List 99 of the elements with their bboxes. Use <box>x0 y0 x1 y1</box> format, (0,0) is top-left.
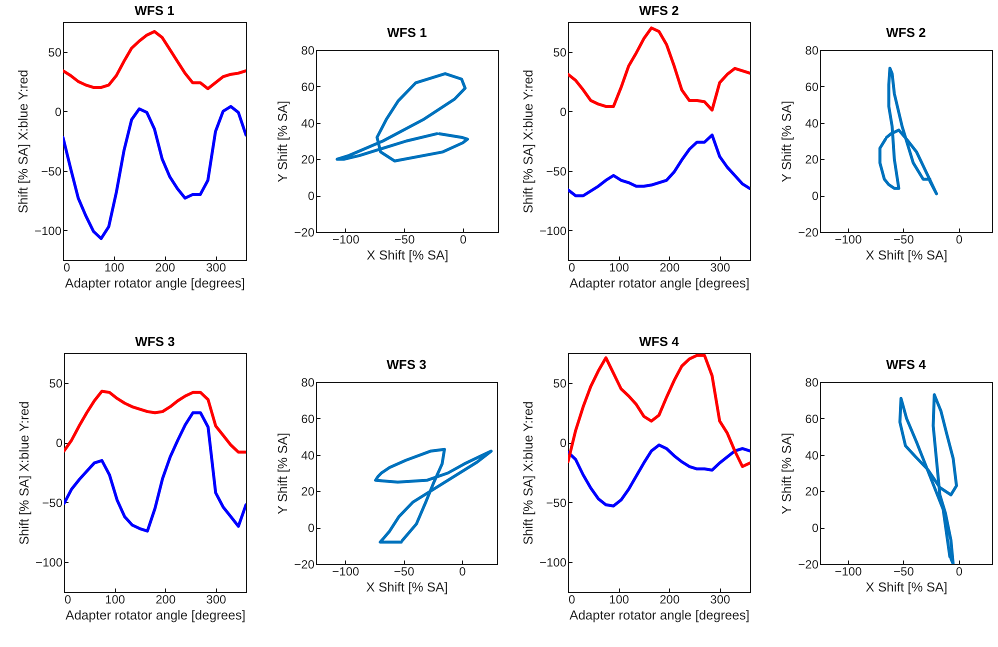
line-series <box>568 26 750 112</box>
x-tick-label: 200 <box>660 260 680 274</box>
x-axis-title: Adapter rotator angle [degrees] <box>570 608 750 622</box>
y-tick-label: 0 <box>56 436 63 450</box>
y-tick-label: 50 <box>48 45 62 60</box>
y-tick-label: 0 <box>812 189 819 204</box>
y-axis-title: Shift [% SA] X:blue Y:red <box>15 70 30 214</box>
y-tick-label: 20 <box>301 152 315 167</box>
x-tick-label: 0 <box>956 564 963 578</box>
x-tick-label: 100 <box>609 260 630 274</box>
y-tick-label: 80 <box>301 44 315 58</box>
y-axis-title: Shift [% SA] X:blue Y:red <box>16 401 32 545</box>
y-tick-label: 40 <box>805 448 819 462</box>
chart-title: WFS 1 <box>387 25 427 40</box>
y-tick-label: 60 <box>301 412 315 426</box>
y-tick-label: −50 <box>41 164 62 178</box>
line-series <box>878 66 938 196</box>
y-tick-label: 50 <box>553 45 567 60</box>
y-tick-label: −20 <box>798 558 819 572</box>
y-axis-title: Y Shift [% SA] <box>779 100 794 182</box>
x-tick-label: −100 <box>332 232 360 246</box>
y-axis-title: Y Shift [% SA] <box>779 432 794 514</box>
x-tick-label: 100 <box>105 592 126 606</box>
x-axis-title: X Shift [% SA] <box>366 248 448 262</box>
y-axis-title: Y Shift [% SA] <box>275 432 290 514</box>
line-series <box>64 390 246 454</box>
line-series <box>63 104 246 240</box>
chart-title: WFS 2 <box>639 3 679 18</box>
y-tick-label: −20 <box>294 558 315 572</box>
x-tick-label: 100 <box>104 260 125 274</box>
x-tick-label: −50 <box>394 232 416 246</box>
chart-title: WFS 3 <box>386 357 426 372</box>
y-tick-label: 50 <box>553 376 567 390</box>
x-tick-label: 0 <box>64 592 72 606</box>
y-tick-label: 40 <box>301 116 315 130</box>
x-tick-label: −50 <box>894 232 914 246</box>
y-tick-label: 20 <box>805 152 819 167</box>
y-tick-label: 40 <box>301 448 315 462</box>
y-tick-label: −50 <box>546 164 567 178</box>
x-tick-label: 0 <box>459 564 466 578</box>
line-series <box>568 134 750 198</box>
x-tick-label: 300 <box>710 592 730 606</box>
x-tick-label: 0 <box>460 232 467 246</box>
x-axis-title: Adapter rotator angle [degrees] <box>65 276 245 290</box>
y-tick-label: 40 <box>805 116 819 130</box>
x-tick-label: −100 <box>834 232 862 246</box>
x-tick-label: −100 <box>834 564 862 578</box>
y-axis-title: Shift [% SA] X:blue Y:red <box>520 401 536 545</box>
y-axis-title: Y Shift [% SA] <box>275 100 290 182</box>
x-tick-label: 200 <box>155 260 176 274</box>
x-tick-label: 300 <box>710 260 730 274</box>
x-axis-title: Adapter rotator angle [degrees] <box>66 608 246 622</box>
x-tick-label: 200 <box>660 592 680 606</box>
line-series <box>64 411 246 533</box>
y-tick-label: 20 <box>805 484 819 499</box>
y-tick-label: 60 <box>805 412 819 426</box>
x-tick-label: 100 <box>609 592 630 606</box>
y-tick-label: −50 <box>42 496 63 510</box>
chart-title: WFS 4 <box>886 357 927 372</box>
x-axis-title: X Shift [% SA] <box>866 248 948 262</box>
y-tick-label: 0 <box>308 189 315 204</box>
y-tick-label: −50 <box>546 496 567 510</box>
x-tick-label: 0 <box>956 232 963 246</box>
x-tick-label: 300 <box>206 592 226 606</box>
y-tick-label: 0 <box>54 104 62 119</box>
y-tick-label: 60 <box>301 80 315 94</box>
y-tick-label: −20 <box>294 226 315 240</box>
chart-title: WFS 2 <box>886 25 926 40</box>
line-series <box>898 393 958 564</box>
x-tick-label: 0 <box>568 260 576 274</box>
line-series <box>568 444 750 508</box>
line-series <box>63 30 246 90</box>
chart-title: WFS 1 <box>134 3 174 18</box>
y-axis-title: Shift [% SA] X:blue Y:red <box>520 70 536 214</box>
y-tick-label: 80 <box>301 376 315 390</box>
y-tick-label: 80 <box>805 44 819 58</box>
y-tick-label: 50 <box>49 376 63 390</box>
x-tick-label: −50 <box>394 564 415 578</box>
y-tick-label: 0 <box>560 436 567 450</box>
x-tick-label: −100 <box>332 564 360 578</box>
y-tick-label: 0 <box>560 104 567 119</box>
line-series <box>336 72 469 163</box>
y-tick-label: 80 <box>805 376 819 390</box>
x-tick-label: 300 <box>206 260 226 274</box>
x-tick-label: 200 <box>156 592 176 606</box>
x-axis-title: X Shift [% SA] <box>866 580 948 594</box>
chart-title: WFS 3 <box>135 334 175 349</box>
y-tick-label: 20 <box>301 484 315 499</box>
y-tick-label: 0 <box>308 521 315 536</box>
x-tick-label: 0 <box>568 592 576 606</box>
y-tick-label: −20 <box>798 226 819 240</box>
x-axis-title: Adapter rotator angle [degrees] <box>570 276 750 290</box>
y-tick-label: 0 <box>812 521 819 536</box>
line-series <box>374 448 493 544</box>
chart-title: WFS 4 <box>639 334 680 349</box>
x-tick-label: −50 <box>894 564 914 578</box>
y-tick-label: 60 <box>805 80 819 94</box>
line-series <box>568 354 750 468</box>
x-axis-title: X Shift [% SA] <box>366 580 448 594</box>
